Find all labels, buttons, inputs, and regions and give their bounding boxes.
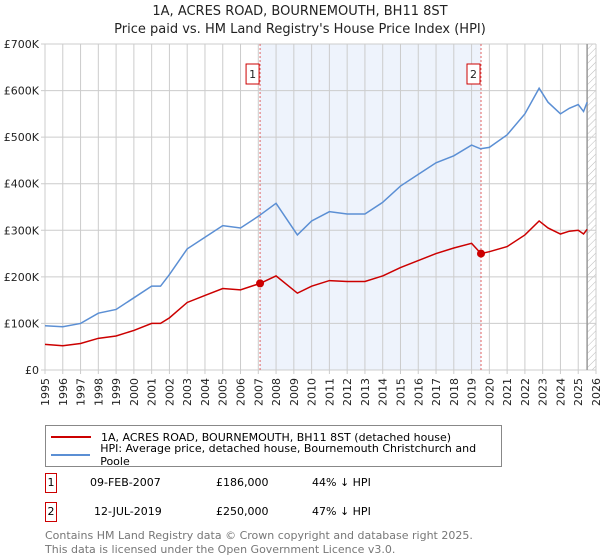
x-tick-label: 2000 [128, 378, 141, 406]
x-tick-label: 2001 [146, 378, 159, 406]
chart-subtitle: Price paid vs. HM Land Registry's House … [114, 22, 486, 37]
x-tick-label: 2022 [519, 378, 532, 406]
forecast-hatch [587, 44, 596, 370]
sale-row-1: 1 09-FEB-2007 £186,000 44% ↓ HPI [45, 473, 445, 493]
x-tick-label: 1997 [75, 378, 88, 406]
legend-item-hpi: HPI: Average price, detached house, Bour… [51, 442, 501, 468]
plot-area: 1995 1996 1997 1998 1999 2000 2001 2002 2003 2004… [4, 38, 600, 406]
x-tick-label: 2007 [252, 378, 265, 406]
x-tick-label: 2010 [306, 378, 319, 406]
legend: 1A, ACRES ROAD, BOURNEMOUTH, BH11 8ST (d… [45, 425, 502, 468]
sale-point [477, 249, 486, 258]
y-tick-label: £0 [25, 364, 39, 377]
x-tick-label: 2006 [235, 378, 248, 406]
sale-marker-2: 2 [45, 502, 57, 522]
legend-swatch-red [51, 436, 91, 438]
footer: Contains HM Land Registry data © Crown c… [45, 529, 473, 557]
x-tick-label: 2014 [377, 378, 390, 406]
x-tick-label: 2005 [217, 378, 230, 406]
series-line-property [44, 219, 588, 347]
sale-price: £186,000 [216, 476, 269, 489]
y-tick-label: £100K [4, 317, 40, 330]
x-tick-label: 2016 [412, 378, 425, 406]
x-tick-label: 2015 [394, 378, 407, 406]
sale-date: 12-JUL-2019 [94, 505, 162, 518]
x-tick-label: 2008 [270, 378, 283, 406]
x-tick-label: 2003 [181, 378, 194, 406]
x-tick-label: 2023 [537, 378, 550, 406]
sale-marker-1: 1 [45, 473, 57, 493]
y-tick-label: £200K [4, 271, 40, 284]
x-tick-label: 2018 [448, 378, 461, 406]
x-tick-label: 2025 [572, 378, 585, 406]
x-tick-label: 2002 [163, 378, 176, 406]
x-tick-label: 2020 [483, 378, 496, 406]
sale-hpi-diff: 44% ↓ HPI [312, 476, 371, 489]
x-tick-label: 2021 [501, 378, 514, 406]
legend-label: 1A, ACRES ROAD, BOURNEMOUTH, BH11 8ST (d… [101, 430, 452, 444]
x-tick-label: 2026 [590, 378, 600, 406]
x-tick-label: 2024 [554, 378, 567, 406]
x-tick-label: 2011 [323, 378, 336, 406]
y-tick-label: £300K [4, 224, 40, 237]
y-tick-label: £500K [4, 131, 40, 144]
sale-label-box [245, 63, 260, 85]
y-tick-label: £400K [4, 178, 40, 191]
sale-hpi-diff: 47% ↓ HPI [312, 505, 371, 518]
x-tick-label: 2017 [430, 378, 443, 406]
x-tick-label: 1999 [110, 378, 123, 406]
sale-date: 09-FEB-2007 [90, 476, 161, 489]
shaded-period [260, 44, 482, 370]
y-tick-label: £700K [4, 38, 40, 51]
legend-label: HPI: Average price, detached house, Bour… [100, 442, 477, 468]
x-tick-label: 1998 [92, 378, 105, 406]
footer-line-1: Contains HM Land Registry data © Crown c… [45, 529, 473, 542]
series-line-hpi [44, 86, 588, 328]
sale-label: 1 [249, 68, 256, 81]
x-tick-label: 1995 [39, 378, 52, 406]
sale-price: £250,000 [216, 505, 269, 518]
y-tick-label: £600K [4, 85, 40, 98]
x-tick-label: 2013 [359, 378, 372, 406]
sale-point [256, 279, 265, 288]
chart-title: 1A, ACRES ROAD, BOURNEMOUTH, BH11 8ST [152, 4, 448, 19]
x-tick-label: 2012 [341, 378, 354, 406]
x-tick-label: 2019 [466, 378, 479, 406]
sale-row-2: 2 12-JUL-2019 £250,000 47% ↓ HPI [45, 502, 445, 522]
x-tick-label: 2004 [199, 378, 212, 406]
footer-line-2: This data is licensed under the Open Gov… [45, 543, 396, 556]
sale-label-box [466, 63, 481, 85]
x-tick-label: 2009 [288, 378, 301, 406]
legend-item-property: 1A, ACRES ROAD, BOURNEMOUTH, BH11 8ST (d… [51, 429, 451, 445]
legend-swatch-blue [51, 454, 91, 456]
x-tick-label: 1996 [57, 378, 70, 406]
sale-label: 2 [470, 68, 477, 81]
